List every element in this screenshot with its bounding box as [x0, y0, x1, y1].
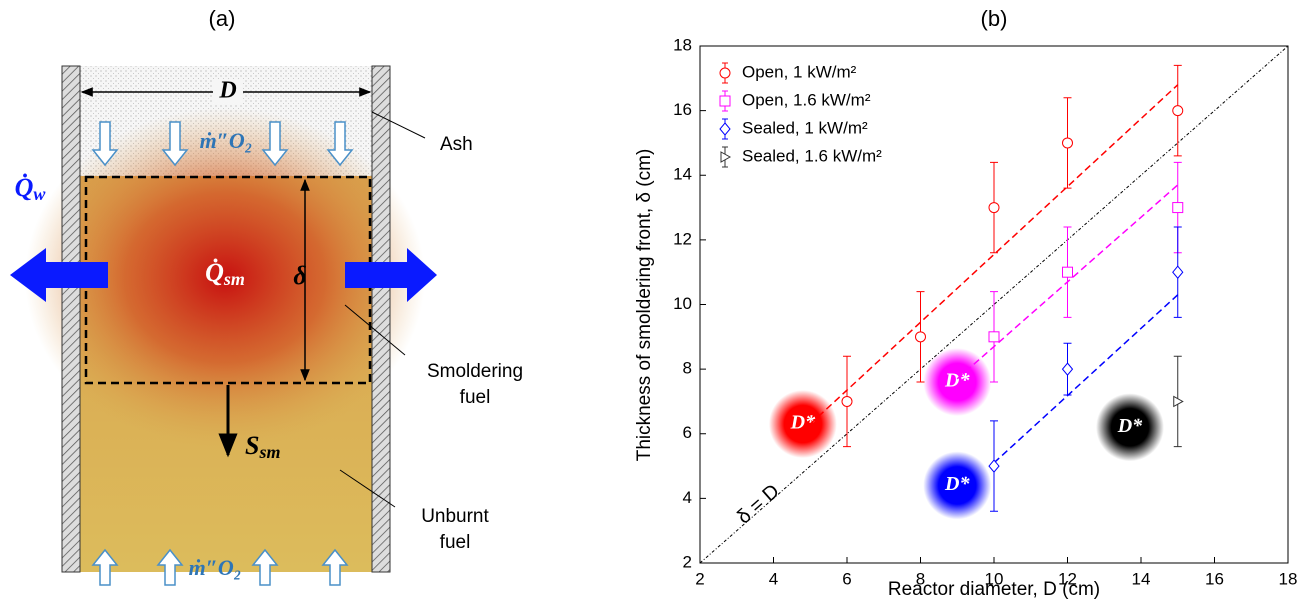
- fuel-label: fuel: [440, 532, 471, 553]
- panel-label: (a): [209, 6, 236, 31]
- heat-loss-label: Q̇w: [15, 173, 47, 204]
- y-tick-label: 18: [673, 35, 692, 54]
- y-tick-label: 16: [673, 100, 692, 119]
- thickness-label: δ: [293, 261, 306, 290]
- legend-label: Sealed, 1 kW/m²: [742, 118, 868, 137]
- chart: (b) Reactor diameter, D (cm) Thickness o…: [634, 6, 1297, 600]
- reference-label: δ = D: [733, 480, 784, 528]
- legend-label: Open, 1.6 kW/m²: [742, 90, 871, 109]
- x-tick-label: 12: [1058, 569, 1077, 588]
- marker: [1063, 138, 1073, 148]
- x-tick-label: 8: [916, 569, 925, 588]
- marker: [1173, 203, 1183, 213]
- y-tick-label: 6: [683, 423, 692, 442]
- fuel-label: Smoldering: [427, 361, 523, 382]
- x-tick-label: 2: [695, 569, 704, 588]
- legend-marker: [720, 96, 730, 106]
- legend-marker: [720, 68, 730, 78]
- legend-label: Open, 1 kW/m²: [742, 62, 857, 81]
- critical-label: D*: [1117, 415, 1143, 437]
- chart-title: (b): [981, 6, 1008, 31]
- y-tick-label: 12: [673, 229, 692, 248]
- marker: [989, 332, 999, 342]
- diagram: (a) D ṁ″O₂ ṁ″O₂ Ash Q̇w Q̇sm δ Smolderin…: [10, 6, 523, 585]
- wall: [62, 66, 80, 572]
- marker: [1063, 267, 1073, 277]
- legend-label: Sealed, 1.6 kW/m²: [742, 146, 882, 165]
- marker: [916, 332, 926, 342]
- x-tick-label: 16: [1205, 569, 1224, 588]
- oxygen-flux: ṁ″O₂: [189, 555, 242, 580]
- marker: [842, 396, 852, 406]
- y-tick-label: 2: [683, 552, 692, 571]
- x-tick-label: 14: [1132, 569, 1151, 588]
- legend-marker: [720, 123, 730, 135]
- x-tick-label: 6: [842, 569, 851, 588]
- y-tick-label: 8: [683, 359, 692, 378]
- critical-label: D*: [944, 473, 970, 495]
- x-tick-label: 10: [985, 569, 1004, 588]
- fuel-label: Unburnt: [421, 506, 489, 527]
- x-tick-label: 4: [769, 569, 778, 588]
- marker: [989, 460, 999, 472]
- y-tick-label: 4: [683, 488, 692, 507]
- width-label: D: [218, 78, 236, 104]
- critical-label: D*: [944, 370, 970, 392]
- figure: (a) D ṁ″O₂ ṁ″O₂ Ash Q̇w Q̇sm δ Smolderin…: [0, 0, 1306, 600]
- fuel-label: fuel: [460, 387, 491, 408]
- marker: [989, 203, 999, 213]
- y-tick-label: 14: [673, 165, 692, 184]
- ash-label: Ash: [440, 134, 473, 155]
- oxygen-flux: ṁ″O₂: [200, 128, 253, 153]
- marker: [1173, 266, 1183, 278]
- wall: [372, 66, 390, 572]
- marker: [1063, 363, 1073, 375]
- x-tick-label: 18: [1279, 569, 1298, 588]
- y-axis-label: Thickness of smoldering front, δ (cm): [634, 149, 655, 462]
- marker: [1173, 106, 1183, 116]
- y-tick-label: 10: [673, 294, 692, 313]
